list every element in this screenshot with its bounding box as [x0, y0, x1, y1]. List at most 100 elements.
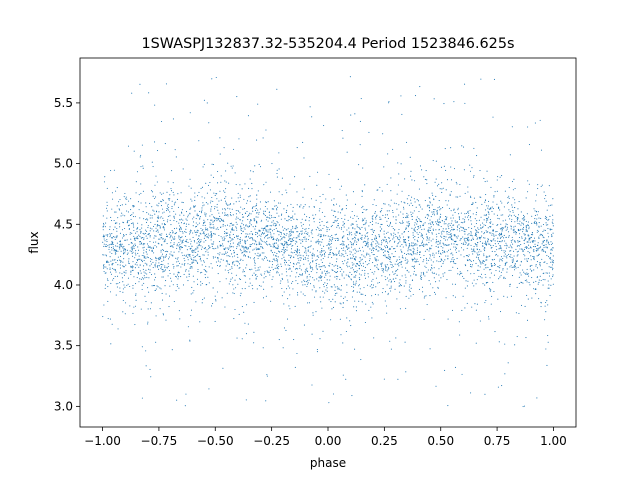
data-point	[361, 234, 363, 236]
data-point	[308, 279, 310, 281]
data-point	[217, 219, 219, 221]
data-point	[299, 267, 301, 269]
data-point	[547, 341, 549, 343]
data-point	[515, 248, 517, 250]
data-point	[485, 244, 488, 246]
data-point	[539, 234, 541, 236]
data-point	[134, 263, 136, 265]
data-point	[105, 222, 107, 224]
data-point	[414, 253, 416, 255]
data-point	[272, 236, 274, 238]
data-point	[335, 271, 337, 273]
data-point	[470, 232, 472, 234]
data-point	[355, 310, 357, 312]
data-point	[262, 247, 264, 249]
data-point	[211, 196, 213, 199]
data-point	[473, 250, 475, 252]
data-point	[287, 298, 289, 300]
data-point	[422, 225, 425, 227]
data-point	[386, 244, 388, 247]
data-point	[346, 255, 348, 257]
data-point	[185, 228, 187, 230]
data-point	[312, 260, 314, 262]
data-point	[407, 260, 409, 262]
data-point	[258, 230, 260, 232]
data-point	[228, 204, 230, 206]
data-point	[477, 257, 479, 259]
data-point	[142, 190, 144, 192]
data-point	[493, 213, 495, 215]
data-point	[162, 314, 165, 316]
data-point	[327, 221, 329, 223]
data-point	[433, 214, 436, 216]
data-point	[228, 182, 230, 184]
data-point	[430, 240, 432, 242]
data-point	[382, 252, 385, 254]
data-point	[533, 240, 535, 242]
data-point	[209, 215, 211, 217]
data-point	[543, 229, 545, 231]
data-point	[490, 186, 492, 188]
data-point	[411, 196, 413, 198]
data-point	[241, 188, 243, 190]
data-point	[405, 307, 407, 309]
data-point	[334, 238, 336, 240]
data-point	[415, 218, 417, 221]
data-point	[266, 374, 268, 376]
data-point	[462, 218, 464, 220]
data-point	[156, 149, 159, 152]
data-point	[269, 271, 271, 273]
data-point	[211, 227, 213, 229]
data-point	[172, 191, 174, 193]
data-point	[540, 246, 542, 248]
data-point	[467, 234, 469, 236]
data-point	[376, 245, 378, 247]
data-point	[146, 264, 148, 266]
data-point	[265, 219, 267, 221]
data-point	[426, 249, 428, 251]
data-point	[411, 245, 413, 247]
data-point	[104, 226, 106, 228]
data-point	[176, 261, 178, 263]
data-point	[176, 265, 178, 267]
data-point	[203, 204, 205, 206]
data-point	[270, 225, 272, 227]
data-point	[304, 295, 306, 297]
data-point	[164, 256, 166, 258]
data-point	[265, 276, 267, 278]
data-point	[446, 231, 448, 233]
data-point	[500, 275, 502, 277]
data-point	[249, 268, 251, 270]
data-point	[324, 255, 326, 257]
data-point	[359, 261, 361, 263]
data-point	[493, 234, 495, 236]
data-point	[479, 169, 481, 172]
data-point	[341, 236, 344, 239]
data-point	[219, 153, 221, 155]
data-point	[154, 141, 156, 143]
data-point	[398, 214, 400, 216]
data-point	[389, 340, 391, 342]
data-point	[229, 214, 231, 216]
data-point	[382, 214, 384, 217]
data-point	[155, 341, 157, 343]
data-point	[492, 229, 494, 231]
data-point	[276, 265, 278, 267]
data-point	[479, 259, 481, 261]
data-point	[338, 288, 340, 290]
data-point	[307, 257, 309, 259]
data-point	[414, 95, 417, 97]
data-point	[296, 241, 298, 243]
data-point	[406, 212, 408, 214]
data-point	[145, 221, 148, 224]
data-point	[301, 225, 303, 227]
data-point	[151, 249, 153, 251]
data-point	[526, 229, 528, 231]
data-point	[364, 270, 366, 272]
data-point	[527, 235, 529, 237]
data-point	[372, 218, 374, 220]
data-point	[372, 241, 374, 243]
data-point	[311, 257, 313, 259]
data-point	[446, 239, 448, 241]
data-point	[280, 263, 282, 265]
